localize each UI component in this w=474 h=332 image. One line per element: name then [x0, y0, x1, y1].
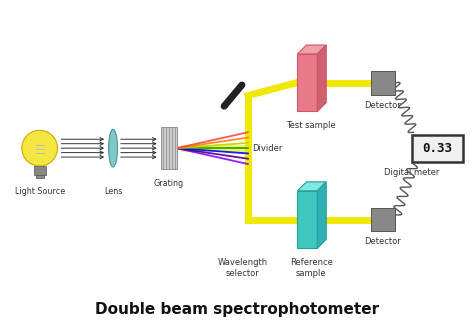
Text: Lens: Lens — [104, 187, 122, 196]
Bar — [298, 54, 317, 112]
Bar — [34, 166, 46, 175]
Text: Light Source: Light Source — [15, 187, 65, 196]
Ellipse shape — [109, 129, 118, 167]
Polygon shape — [298, 182, 326, 191]
Text: Detector: Detector — [365, 237, 401, 246]
Polygon shape — [317, 45, 326, 112]
Text: Divider: Divider — [252, 144, 282, 153]
Text: Grating: Grating — [154, 179, 183, 188]
Text: 0.33: 0.33 — [422, 142, 452, 155]
Polygon shape — [317, 182, 326, 248]
Circle shape — [22, 130, 57, 166]
Text: Reference
sample: Reference sample — [290, 258, 333, 278]
Polygon shape — [298, 45, 326, 54]
Text: Test sample: Test sample — [286, 122, 336, 130]
Bar — [371, 71, 395, 95]
Text: Wavelength
selector: Wavelength selector — [218, 258, 268, 278]
Bar — [161, 127, 176, 169]
Text: Double beam spectrophotometer: Double beam spectrophotometer — [95, 302, 379, 317]
Bar — [371, 208, 395, 231]
FancyBboxPatch shape — [412, 135, 463, 162]
Text: Digital meter: Digital meter — [384, 168, 439, 177]
Bar — [298, 191, 317, 248]
Text: Detector: Detector — [365, 101, 401, 110]
Bar — [36, 175, 44, 178]
